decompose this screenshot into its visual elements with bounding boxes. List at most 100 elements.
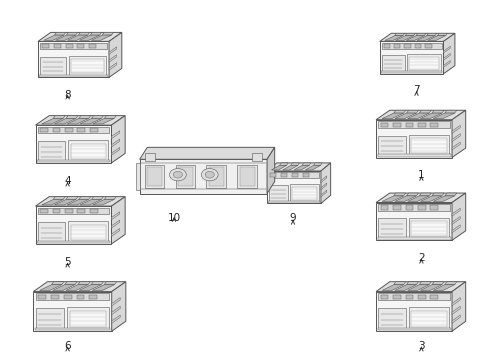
FancyBboxPatch shape <box>378 293 450 300</box>
Polygon shape <box>376 120 452 158</box>
Polygon shape <box>433 113 455 118</box>
FancyBboxPatch shape <box>378 121 450 128</box>
Polygon shape <box>67 118 89 124</box>
Polygon shape <box>79 285 101 291</box>
FancyBboxPatch shape <box>378 136 406 155</box>
Polygon shape <box>111 228 120 236</box>
FancyBboxPatch shape <box>36 308 64 329</box>
Polygon shape <box>432 193 444 196</box>
Polygon shape <box>380 33 455 41</box>
Polygon shape <box>38 41 109 77</box>
FancyBboxPatch shape <box>382 43 441 49</box>
FancyBboxPatch shape <box>71 144 106 158</box>
Polygon shape <box>407 110 418 113</box>
FancyBboxPatch shape <box>411 311 446 327</box>
FancyBboxPatch shape <box>381 294 388 299</box>
FancyBboxPatch shape <box>270 174 276 177</box>
Text: 9: 9 <box>290 213 296 223</box>
Polygon shape <box>54 199 76 205</box>
FancyBboxPatch shape <box>381 122 388 127</box>
Polygon shape <box>452 208 460 216</box>
FancyBboxPatch shape <box>175 165 196 188</box>
Polygon shape <box>445 110 457 113</box>
FancyBboxPatch shape <box>77 209 85 213</box>
FancyBboxPatch shape <box>40 43 107 49</box>
Polygon shape <box>395 36 414 40</box>
Polygon shape <box>283 165 298 170</box>
Polygon shape <box>376 282 465 292</box>
FancyBboxPatch shape <box>77 44 84 48</box>
Polygon shape <box>443 53 450 60</box>
Text: 1: 1 <box>418 170 425 180</box>
Polygon shape <box>433 196 455 201</box>
FancyBboxPatch shape <box>37 160 110 162</box>
Polygon shape <box>111 212 120 220</box>
FancyBboxPatch shape <box>404 44 411 48</box>
Polygon shape <box>407 282 418 285</box>
FancyBboxPatch shape <box>407 54 441 72</box>
FancyBboxPatch shape <box>89 44 96 48</box>
FancyBboxPatch shape <box>430 294 438 299</box>
Polygon shape <box>67 32 77 35</box>
Polygon shape <box>35 197 125 206</box>
FancyBboxPatch shape <box>378 328 450 330</box>
Polygon shape <box>54 32 66 35</box>
Text: 5: 5 <box>64 257 71 267</box>
Polygon shape <box>111 197 125 244</box>
FancyBboxPatch shape <box>411 138 446 153</box>
Polygon shape <box>111 220 120 228</box>
Text: 4: 4 <box>64 176 71 186</box>
FancyBboxPatch shape <box>378 219 406 238</box>
FancyBboxPatch shape <box>378 154 450 157</box>
FancyBboxPatch shape <box>303 174 309 177</box>
Polygon shape <box>79 35 99 40</box>
FancyBboxPatch shape <box>292 187 317 200</box>
FancyBboxPatch shape <box>382 55 405 72</box>
Polygon shape <box>291 163 299 165</box>
Polygon shape <box>40 285 62 291</box>
FancyBboxPatch shape <box>71 59 104 73</box>
FancyBboxPatch shape <box>430 205 438 210</box>
FancyBboxPatch shape <box>38 222 65 242</box>
FancyBboxPatch shape <box>425 44 432 48</box>
FancyBboxPatch shape <box>42 44 49 48</box>
FancyBboxPatch shape <box>52 128 60 132</box>
Polygon shape <box>445 193 457 196</box>
FancyBboxPatch shape <box>418 205 426 210</box>
Polygon shape <box>112 297 120 306</box>
FancyBboxPatch shape <box>68 221 108 242</box>
Polygon shape <box>80 199 101 205</box>
Polygon shape <box>420 285 442 291</box>
Polygon shape <box>420 196 442 201</box>
Polygon shape <box>42 118 63 124</box>
Polygon shape <box>408 196 429 201</box>
Polygon shape <box>433 285 455 291</box>
Text: 7: 7 <box>413 85 420 95</box>
Polygon shape <box>438 33 447 36</box>
Polygon shape <box>271 165 287 170</box>
Polygon shape <box>321 163 331 203</box>
Polygon shape <box>443 60 450 67</box>
FancyBboxPatch shape <box>90 128 98 132</box>
Polygon shape <box>394 282 406 285</box>
FancyBboxPatch shape <box>269 185 288 202</box>
Polygon shape <box>79 116 91 118</box>
FancyBboxPatch shape <box>76 294 84 299</box>
FancyBboxPatch shape <box>178 167 193 186</box>
FancyBboxPatch shape <box>54 44 61 48</box>
Text: 10: 10 <box>168 213 180 223</box>
Polygon shape <box>111 139 120 147</box>
FancyBboxPatch shape <box>67 307 109 329</box>
Polygon shape <box>417 36 435 40</box>
Polygon shape <box>53 116 65 118</box>
Polygon shape <box>452 193 466 240</box>
Polygon shape <box>35 116 125 125</box>
Circle shape <box>170 168 186 181</box>
Polygon shape <box>395 113 416 118</box>
FancyBboxPatch shape <box>393 294 401 299</box>
Polygon shape <box>419 282 431 285</box>
FancyBboxPatch shape <box>37 241 110 243</box>
Polygon shape <box>394 33 405 36</box>
FancyBboxPatch shape <box>293 174 298 177</box>
Polygon shape <box>428 36 446 40</box>
